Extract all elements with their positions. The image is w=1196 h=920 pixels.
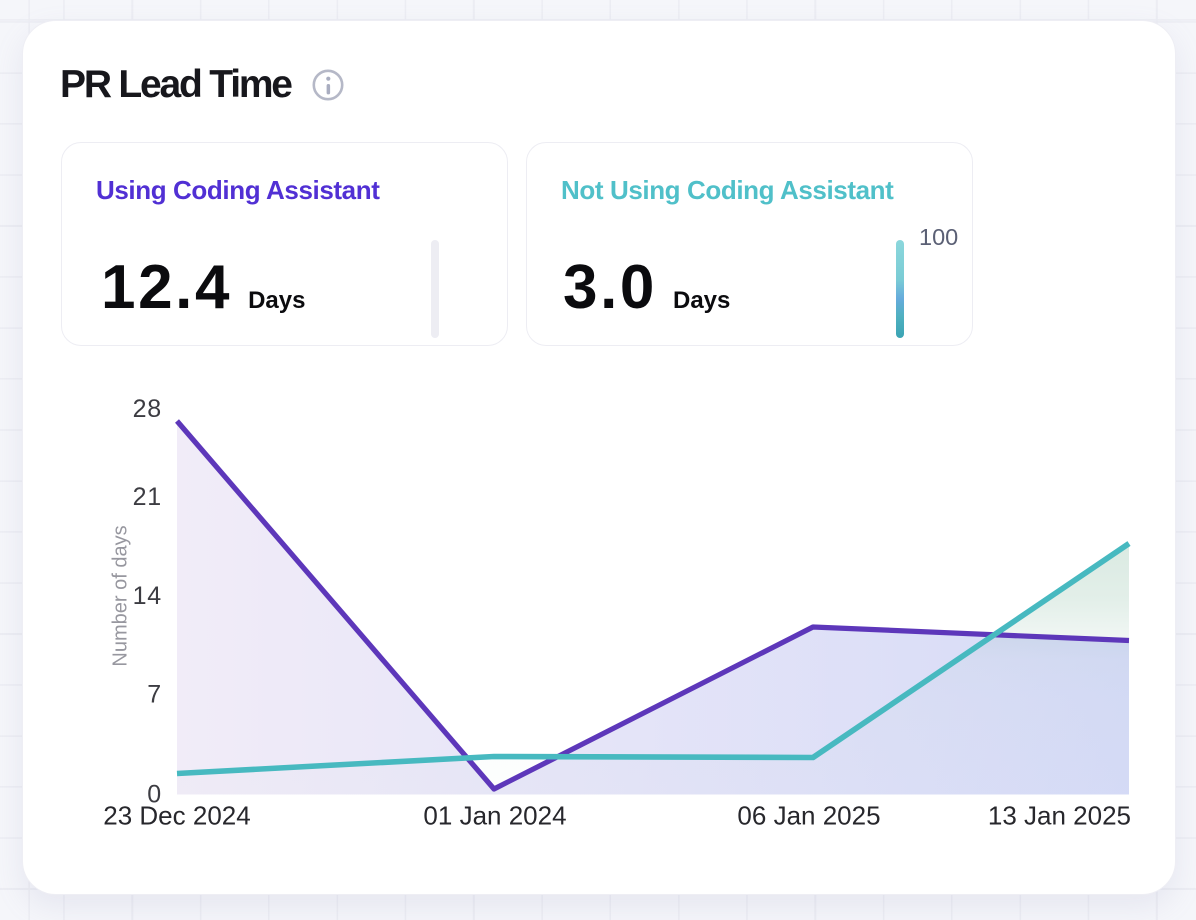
svg-text:14: 14 xyxy=(133,582,162,610)
svg-text:06 Jan 2025: 06 Jan 2025 xyxy=(737,801,880,831)
svg-text:Number of days: Number of days xyxy=(110,525,132,666)
svg-text:01 Jan 2024: 01 Jan 2024 xyxy=(423,801,566,831)
svg-text:28: 28 xyxy=(133,395,162,423)
svg-text:23 Dec 2024: 23 Dec 2024 xyxy=(103,801,250,831)
svg-text:0: 0 xyxy=(147,781,162,809)
svg-text:21: 21 xyxy=(133,483,162,511)
svg-text:7: 7 xyxy=(147,681,162,709)
svg-text:13 Jan 2025: 13 Jan 2025 xyxy=(988,801,1131,831)
